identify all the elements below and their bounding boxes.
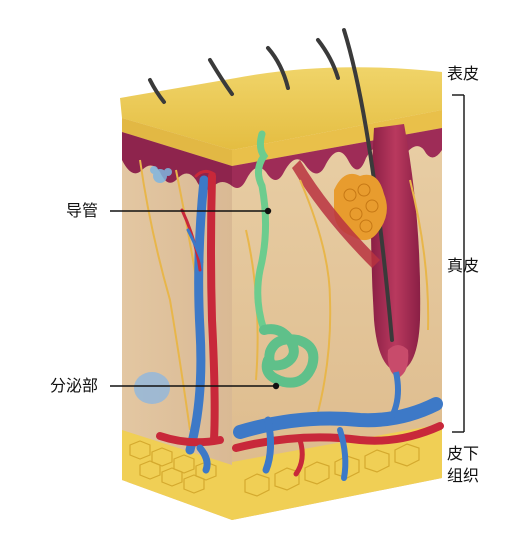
sebaceous-gland bbox=[334, 173, 387, 241]
epidermis-left bbox=[122, 118, 232, 166]
hair-shafts bbox=[148, 28, 394, 342]
pacinian-corpuscle bbox=[134, 372, 170, 404]
epidermis-top bbox=[120, 67, 442, 150]
label-subcutis-line2: 组织 bbox=[447, 466, 480, 485]
leader-lines bbox=[110, 207, 280, 390]
label-subcutis-line1: 皮下 bbox=[447, 444, 480, 463]
sweat-duct bbox=[254, 130, 270, 334]
layer-brackets bbox=[452, 94, 465, 433]
fat-front bbox=[232, 424, 442, 520]
fat-cells-front bbox=[244, 443, 420, 497]
sweat-gland-coil bbox=[259, 324, 319, 388]
label-duct: 导管 bbox=[66, 201, 99, 220]
hair-bulb bbox=[387, 345, 409, 378]
papillae-left bbox=[122, 132, 232, 190]
fat-cells-left bbox=[129, 440, 217, 494]
label-dermis: 真皮 bbox=[447, 256, 480, 275]
vessels-left bbox=[180, 169, 219, 455]
hair-follicle bbox=[371, 124, 421, 372]
arrector-muscle bbox=[292, 160, 380, 268]
epidermis-front bbox=[232, 110, 442, 166]
vessels-front bbox=[156, 397, 444, 481]
label-epidermis: 表皮 bbox=[447, 64, 480, 83]
label-secretory: 分泌部 bbox=[50, 376, 99, 395]
nerve-ending bbox=[150, 166, 172, 183]
follicle-vessel bbox=[387, 371, 401, 422]
